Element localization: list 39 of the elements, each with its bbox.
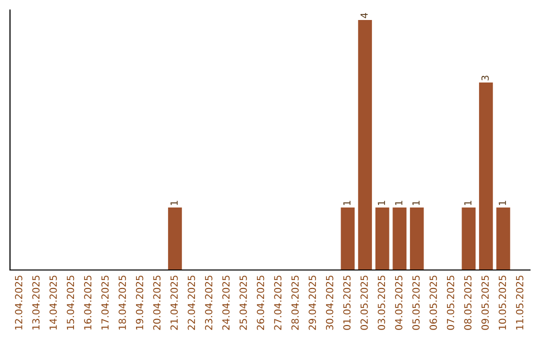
x-tick-label: 21.04.2025 <box>170 276 178 330</box>
data-label: 1 <box>378 200 385 206</box>
x-tick-label: 18.04.2025 <box>118 276 126 330</box>
x-tick-label: 03.05.2025 <box>378 276 386 330</box>
x-tick-label: 11.05.2025 <box>516 276 524 330</box>
x-tick-label: 16.04.2025 <box>84 276 92 330</box>
data-label: 4 <box>360 12 368 18</box>
x-tick-label: 02.05.2025 <box>360 276 368 330</box>
x-tick-label: 24.04.2025 <box>222 276 230 330</box>
x-tick-label: 30.04.2025 <box>326 276 334 330</box>
x-tick-label: 10.05.2025 <box>498 276 506 330</box>
x-tick-label: 26.04.2025 <box>256 276 264 330</box>
x-tick-label: 29.04.2025 <box>308 276 316 330</box>
data-label: 1 <box>412 200 420 206</box>
x-tick-label: 25.04.2025 <box>240 276 247 330</box>
x-tick-label: 23.04.2025 <box>205 276 212 330</box>
data-label: 1 <box>498 200 506 206</box>
x-tick-label: 07.05.2025 <box>446 276 454 330</box>
x-tick-label: 01.05.2025 <box>343 276 351 330</box>
x-tick-label: 05.05.2025 <box>412 276 420 330</box>
x-tick-label: 22.04.2025 <box>188 276 196 330</box>
x-tick-label: 13.04.2025 <box>32 276 40 330</box>
data-label: 1 <box>170 200 178 206</box>
x-tick-label: 19.04.2025 <box>136 276 144 330</box>
data-label: 3 <box>481 76 489 80</box>
x-tick-label: 15.04.2025 <box>66 276 74 330</box>
x-tick-label: 20.04.2025 <box>153 276 161 330</box>
data-label: 1 <box>343 200 350 206</box>
x-tick-label: 12.04.2025 <box>14 276 22 330</box>
data-label: 1 <box>464 200 472 206</box>
data-label: 1 <box>395 200 402 206</box>
x-tick-label: 08.05.2025 <box>464 276 472 330</box>
x-tick-label: 28.04.2025 <box>291 276 299 330</box>
x-tick-label: 14.04.2025 <box>50 276 57 330</box>
x-tick-label: 06.05.2025 <box>430 276 437 330</box>
x-tick-label: 04.05.2025 <box>395 276 402 330</box>
x-tick-label: 17.04.2025 <box>101 276 109 330</box>
x-tick-label: 27.04.2025 <box>274 276 282 330</box>
x-tick-label: 09.05.2025 <box>481 276 489 330</box>
